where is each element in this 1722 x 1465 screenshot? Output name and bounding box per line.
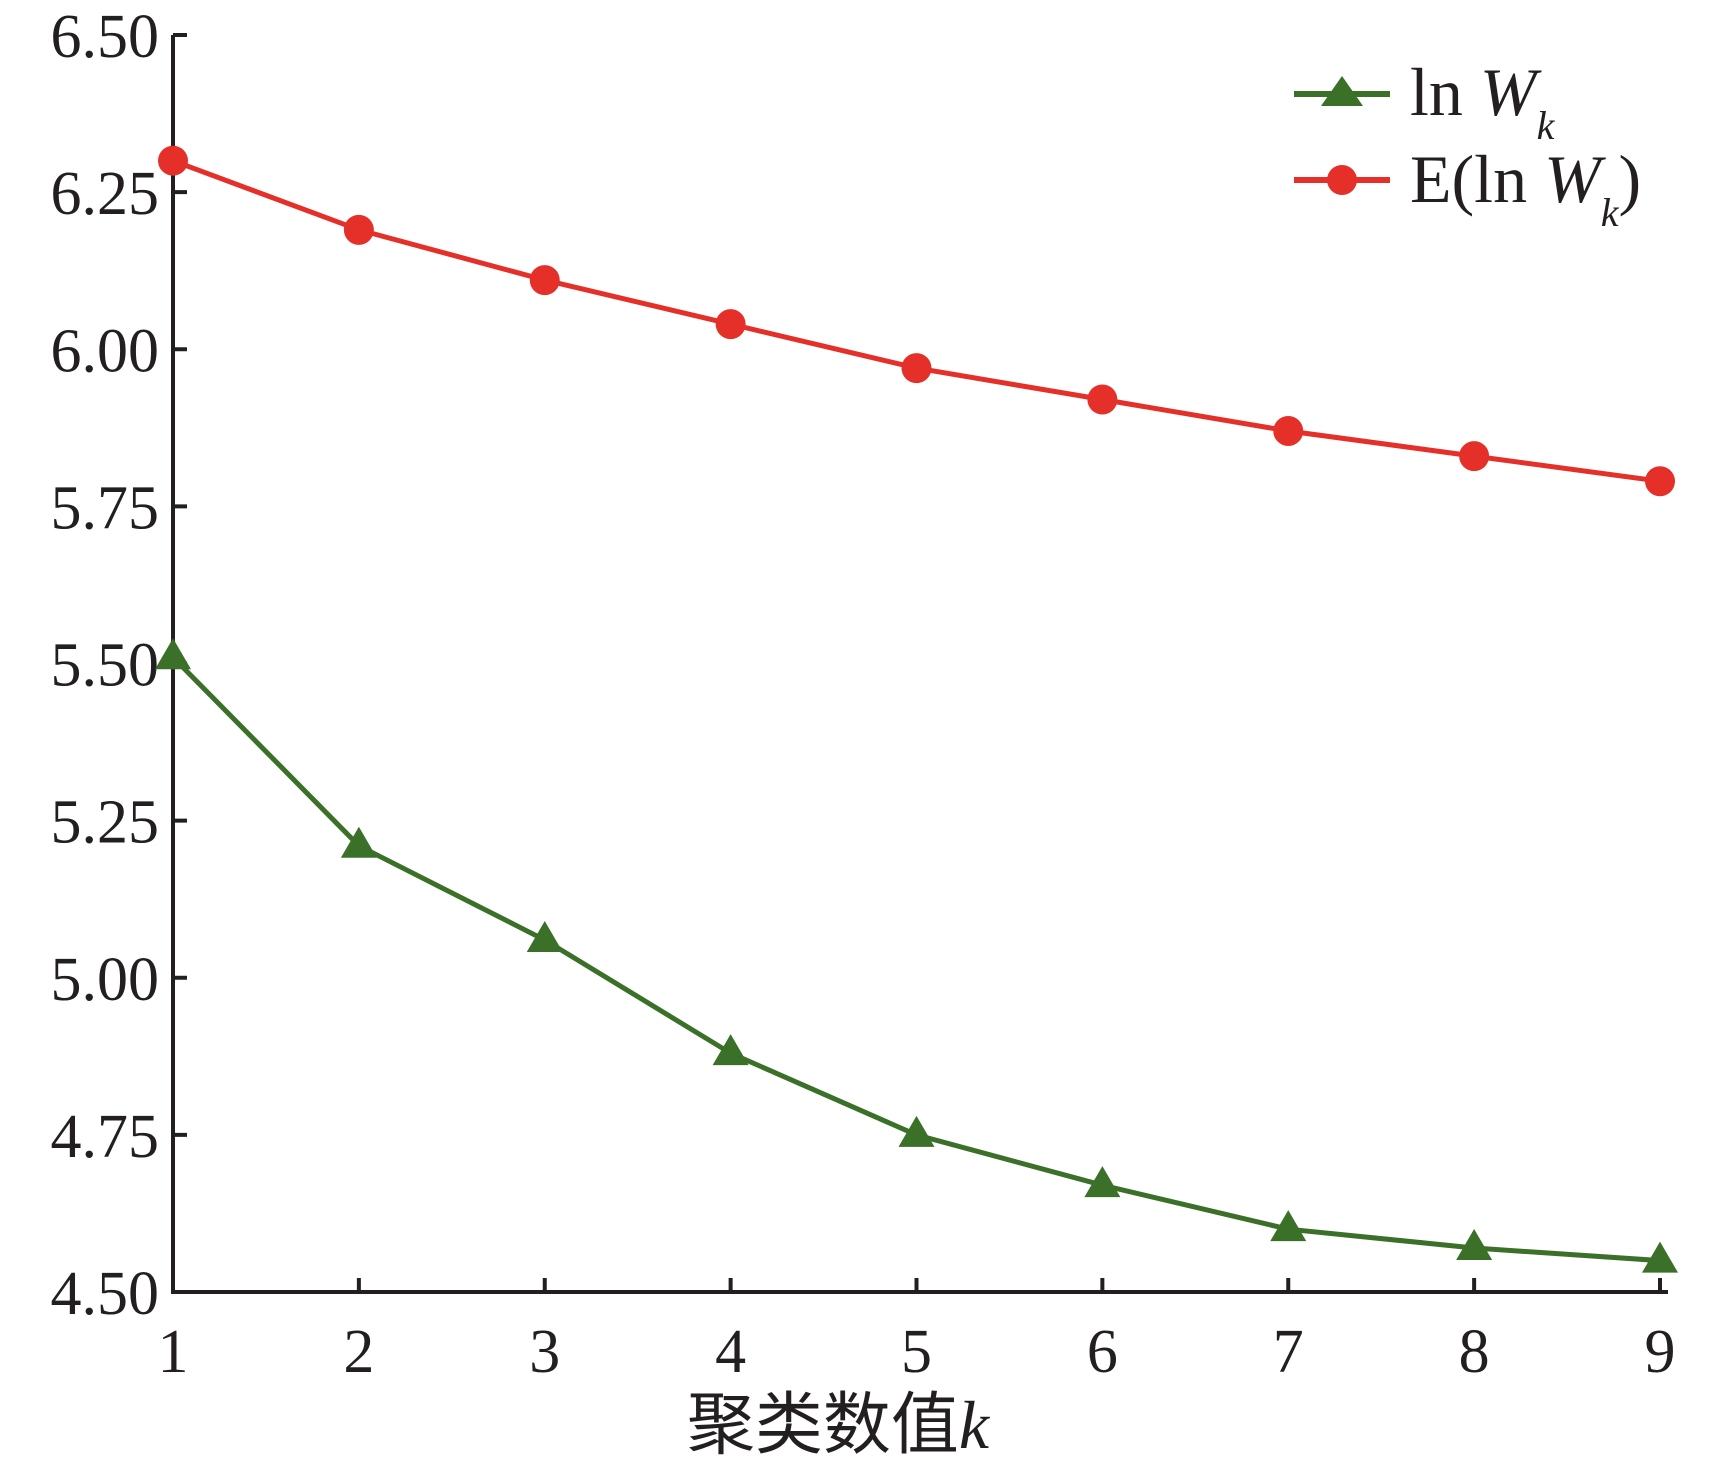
data-point-triangle xyxy=(1270,1210,1307,1242)
legend-marker-triangle xyxy=(1321,76,1363,106)
y-tick-label: 6.25 xyxy=(51,160,160,228)
x-tick-label: 3 xyxy=(529,1318,560,1386)
data-point-triangle xyxy=(1456,1229,1493,1261)
data-point-triangle xyxy=(155,638,191,670)
y-tick-label: 4.75 xyxy=(51,1103,160,1171)
data-point-triangle xyxy=(712,1034,749,1066)
data-point-circle xyxy=(529,265,560,296)
axes xyxy=(171,35,1668,1294)
x-tick-label: 1 xyxy=(158,1318,189,1386)
y-tick-label: 5.50 xyxy=(51,632,160,700)
data-point-triangle xyxy=(1642,1241,1678,1273)
data-point-circle xyxy=(1273,415,1304,446)
data-point-triangle xyxy=(1084,1166,1121,1198)
series-1 xyxy=(158,145,1675,497)
data-point-circle xyxy=(1645,466,1675,497)
y-tick-label: 5.25 xyxy=(51,789,160,857)
legend-entry-e-ln-wk: E(ln Wk) xyxy=(1294,141,1641,235)
data-point-triangle xyxy=(340,826,377,858)
data-point-circle xyxy=(901,353,932,384)
series-layer xyxy=(155,145,1678,1273)
y-tick-label: 4.50 xyxy=(51,1260,160,1328)
x-tick-label: 9 xyxy=(1645,1318,1676,1386)
x-tick-label: 8 xyxy=(1459,1318,1490,1386)
data-point-circle xyxy=(158,145,188,176)
y-tick-label: 6.00 xyxy=(51,317,160,385)
y-tick-label: 5.75 xyxy=(51,474,160,542)
data-point-circle xyxy=(1087,384,1118,415)
data-point-triangle xyxy=(526,921,563,953)
series-0 xyxy=(155,638,1678,1273)
x-ticks: 1 2 3 4 5 6 7 8 9 xyxy=(158,1278,1676,1386)
x-tick-label: 2 xyxy=(343,1318,374,1386)
x-tick-label: 7 xyxy=(1273,1318,1304,1386)
data-point-triangle xyxy=(898,1115,935,1147)
data-point-circle xyxy=(715,309,746,340)
x-tick-label: 6 xyxy=(1087,1318,1118,1386)
x-tick-label: 4 xyxy=(715,1318,746,1386)
y-ticks: 4.50 4.75 5.00 5.25 5.50 5.75 6.00 6.25 6.50 xyxy=(51,3,187,1328)
x-axis-label: 聚类数值k xyxy=(687,1386,991,1465)
data-point-circle xyxy=(1459,441,1490,472)
y-tick-label: 6.50 xyxy=(51,3,160,71)
legend: ln Wk E(ln Wk) xyxy=(1294,54,1641,235)
legend-label-ln-wk: ln Wk xyxy=(1410,54,1556,148)
data-point-circle xyxy=(343,214,374,245)
y-tick-label: 5.00 xyxy=(51,946,160,1014)
series-line-0 xyxy=(171,655,1661,1264)
legend-entry-ln-wk: ln Wk xyxy=(1294,54,1556,148)
x-tick-label: 5 xyxy=(901,1318,932,1386)
legend-label-e-ln-wk: E(ln Wk) xyxy=(1410,141,1641,235)
legend-marker-circle xyxy=(1327,165,1357,195)
